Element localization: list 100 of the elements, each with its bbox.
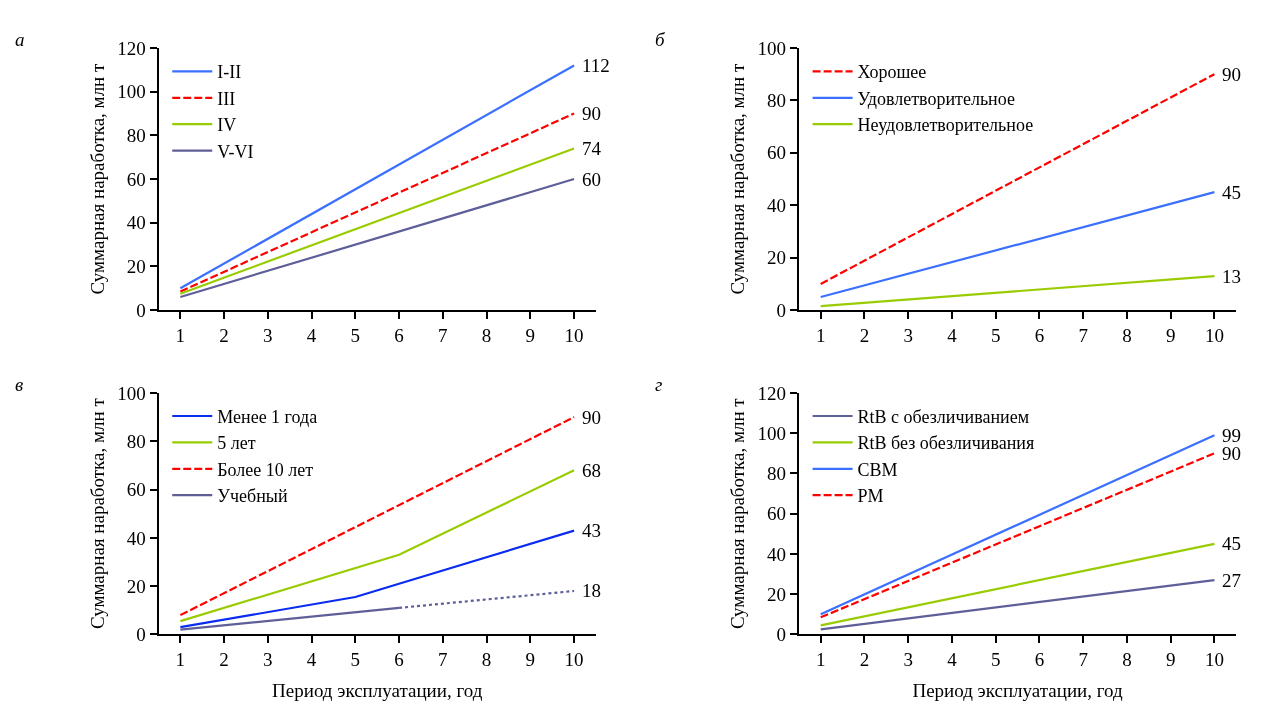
chart-title: б: [655, 29, 666, 50]
x-axis-title: Период эксплуатации, год: [912, 679, 1124, 701]
x-tick-label: 2: [219, 324, 229, 346]
x-tick-label: 1: [815, 324, 826, 346]
data-label: 112: [582, 55, 610, 76]
y-tick-label: 0: [136, 624, 146, 646]
x-tick-label: 5: [350, 649, 361, 671]
legend-label: RtB с обезличиванием: [857, 407, 1030, 427]
y-tick-label: 100: [117, 382, 146, 404]
x-tick-label: 10: [1204, 324, 1224, 346]
y-tick-label: 20: [767, 247, 787, 269]
chart-title: а: [15, 29, 25, 50]
data-label: 90: [582, 407, 601, 428]
y-axis-title: Суммарная наработка, млн т: [86, 397, 108, 630]
y-tick-label: 0: [776, 624, 787, 646]
y-tick-label: 20: [126, 256, 146, 278]
legend-label: Учебный: [217, 486, 288, 507]
y-tick-label: 80: [126, 430, 146, 452]
data-label: 60: [582, 169, 601, 190]
y-tick-label: 60: [126, 479, 146, 501]
data-label: 45: [1222, 533, 1241, 554]
x-tick-label: 10: [564, 649, 584, 671]
data-label: 43: [582, 520, 601, 541]
x-tick-label: 3: [263, 649, 273, 671]
y-tick-label: 120: [117, 37, 146, 59]
data-label: 74: [582, 138, 602, 159]
y-tick-label: 100: [757, 37, 787, 59]
data-label: 45: [1222, 182, 1241, 203]
x-tick-label: 9: [1165, 324, 1176, 346]
y-tick-label: 40: [126, 212, 146, 234]
legend-label: 5 лет: [217, 433, 256, 454]
data-label: 18: [582, 580, 601, 601]
x-tick-label: 1: [175, 324, 186, 346]
x-tick-label: 8: [1122, 324, 1132, 346]
x-tick-label: 5: [990, 649, 1001, 671]
x-tick-label: 3: [263, 324, 273, 346]
y-tick-label: 80: [126, 125, 146, 146]
x-tick-label: 6: [394, 649, 404, 671]
x-tick-label: 3: [903, 649, 913, 671]
y-tick-label: 120: [757, 382, 787, 404]
x-tick-label: 1: [815, 649, 826, 671]
x-tick-label: 2: [859, 324, 870, 346]
x-tick-label: 6: [394, 324, 404, 346]
y-tick-label: 40: [767, 543, 787, 565]
y-tick-label: 20: [767, 583, 787, 605]
legend-label: IV: [217, 115, 237, 136]
y-tick-label: 60: [767, 503, 787, 525]
x-tick-label: 3: [903, 324, 913, 346]
x-tick-label: 7: [438, 324, 448, 346]
legend-label: Неудовлетворительное: [857, 115, 1034, 136]
y-tick-label: 40: [767, 194, 787, 216]
x-tick-label: 8: [481, 324, 492, 346]
x-tick-label: 5: [990, 324, 1001, 346]
x-tick-label: 7: [1078, 324, 1088, 346]
x-tick-label: 4: [306, 649, 317, 671]
x-tick-label: 10: [564, 324, 584, 346]
legend-label: Хорошее: [857, 62, 927, 83]
legend-label: RtB без обезличивания: [857, 433, 1035, 454]
legend-label: РМ: [857, 486, 884, 507]
y-tick-label: 60: [767, 142, 787, 164]
y-tick-label: 80: [767, 90, 787, 112]
x-tick-label: 9: [525, 649, 536, 671]
x-axis-title: Период эксплуатации, год: [272, 679, 483, 701]
y-axis-title: Суммарная наработка, млн т: [726, 62, 748, 295]
y-tick-label: 100: [757, 422, 787, 444]
legend-label: Удовлетворительное: [857, 88, 1015, 109]
data-label: 90: [1222, 443, 1241, 464]
x-tick-label: 9: [1165, 649, 1176, 671]
y-tick-label: 100: [117, 81, 146, 103]
legend-label: Более 10 лет: [217, 459, 314, 480]
x-tick-label: 2: [219, 649, 229, 671]
legend-label: III: [217, 88, 236, 109]
x-tick-label: 4: [947, 324, 958, 346]
y-tick-label: 0: [136, 299, 146, 321]
y-tick-label: 80: [767, 463, 787, 485]
y-tick-label: 40: [126, 527, 146, 549]
legend-label: Менее 1 года: [217, 407, 318, 427]
y-axis-title: Суммарная наработка, млн т: [726, 397, 748, 630]
y-tick-label: 20: [126, 575, 146, 597]
legend-label: СВМ: [857, 459, 898, 480]
data-label: 90: [582, 103, 601, 124]
data-label: 27: [1222, 570, 1241, 591]
chart-title: в: [15, 374, 24, 395]
y-axis-title: Суммарная наработка, млн т: [86, 62, 108, 295]
y-tick-label: 60: [126, 168, 146, 190]
legend-label: V-VI: [217, 141, 254, 162]
x-tick-label: 9: [525, 324, 536, 346]
x-tick-label: 6: [1034, 324, 1045, 346]
x-tick-label: 5: [350, 324, 361, 346]
x-tick-label: 4: [947, 649, 958, 671]
x-tick-label: 7: [438, 649, 448, 671]
x-tick-label: 7: [1078, 649, 1088, 671]
x-tick-label: 6: [1034, 649, 1045, 671]
data-label: 99: [1222, 425, 1241, 446]
x-tick-label: 2: [859, 649, 870, 671]
legend-label: I-II: [217, 62, 242, 83]
x-tick-label: 4: [306, 324, 317, 346]
x-tick-label: 10: [1204, 649, 1224, 671]
x-tick-label: 8: [481, 649, 492, 671]
data-label: 90: [1222, 64, 1241, 85]
